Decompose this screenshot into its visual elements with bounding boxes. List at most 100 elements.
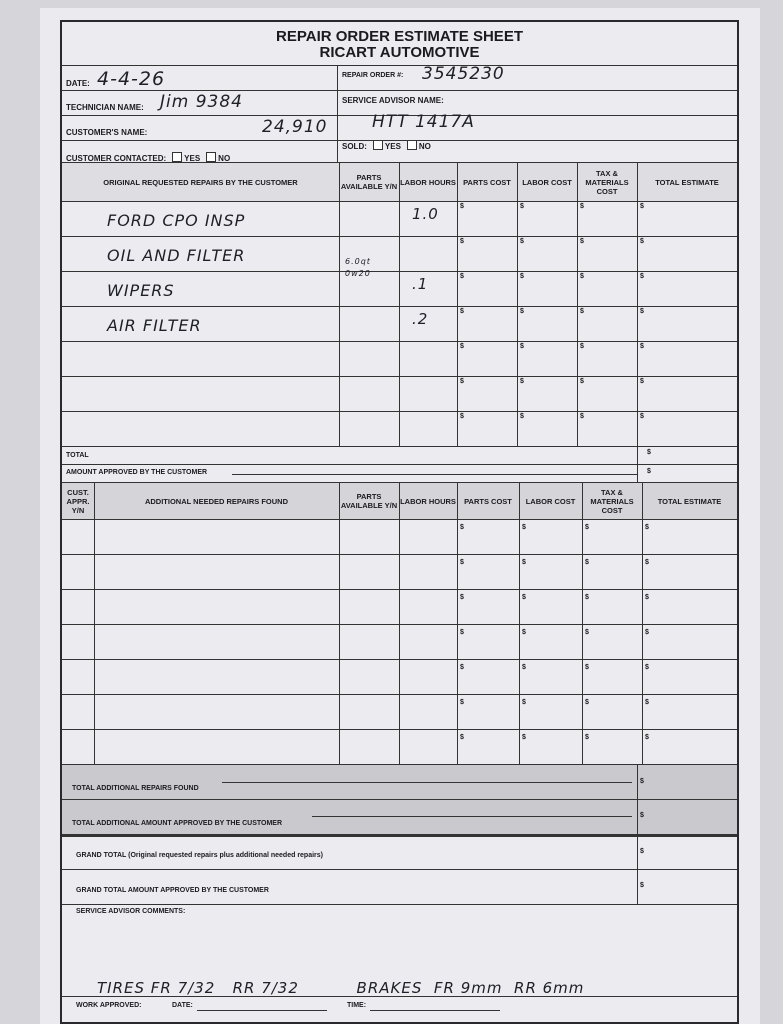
- original-header-4: LABOR COST: [522, 177, 572, 187]
- currency-sign: $: [645, 559, 649, 566]
- currency-sign: $: [522, 664, 526, 671]
- currency-sign: $: [460, 308, 464, 315]
- technician-value[interactable]: Jim 9384: [160, 92, 243, 112]
- work-approved-time-label: TIME:: [347, 1002, 367, 1009]
- work-approved-date-field[interactable]: [197, 1010, 327, 1011]
- currency-sign: $: [522, 524, 526, 531]
- work-approved-date-label: DATE:: [172, 1002, 193, 1009]
- date-label: DATE:: [66, 79, 90, 88]
- additional-header-1: ADDITIONAL NEEDED REPAIRS FOUND: [144, 496, 289, 506]
- currency-sign: $: [520, 308, 524, 315]
- currency-sign: $: [645, 664, 649, 671]
- additional-header-5: LABOR COST: [525, 496, 576, 506]
- currency-sign: $: [520, 413, 524, 420]
- company-name: RICART AUTOMOTIVE: [319, 44, 480, 61]
- original-labor-hours[interactable]: .2: [412, 310, 429, 328]
- total-label: TOTAL: [66, 452, 89, 459]
- currency-sign: $: [520, 343, 524, 350]
- original-labor-hours[interactable]: .1: [412, 275, 429, 293]
- original-header-3: PARTS COST: [463, 177, 511, 187]
- technician-label: TECHNICIAN NAME:: [66, 103, 144, 112]
- original-header-0: ORIGINAL REQUESTED REPAIRS BY THE CUSTOM…: [103, 177, 298, 187]
- sold-yes-checkbox[interactable]: [372, 140, 383, 150]
- currency-sign: $: [585, 699, 589, 706]
- arrow-line: [232, 474, 637, 475]
- service-advisor-label: SERVICE ADVISOR NAME:: [342, 96, 444, 105]
- work-approved-time-field[interactable]: [370, 1010, 500, 1011]
- additional-header-2: PARTS AVAILABLE Y/N: [340, 492, 398, 510]
- currency-sign: $: [645, 699, 649, 706]
- original-repair-description[interactable]: AIR FILTER: [107, 316, 202, 335]
- currency-sign: $: [460, 594, 464, 601]
- currency-sign: $: [460, 238, 464, 245]
- currency-sign: $: [522, 699, 526, 706]
- repair-order-form: REPAIR ORDER ESTIMATE SHEET RICART AUTOM…: [60, 20, 739, 1024]
- work-approved-label: WORK APPROVED:: [76, 1002, 142, 1009]
- currency-sign: $: [645, 594, 649, 601]
- additional-row: [62, 764, 737, 765]
- currency-sign: $: [645, 524, 649, 531]
- currency-sign: $: [460, 629, 464, 636]
- currency-sign: $: [580, 378, 584, 385]
- currency-sign: $: [645, 734, 649, 741]
- sold-no-checkbox[interactable]: [406, 140, 417, 150]
- currency-sign: $: [640, 848, 644, 855]
- original-repair-description[interactable]: OIL AND FILTER: [107, 246, 246, 265]
- amount-approved-label: AMOUNT APPROVED BY THE CUSTOMER: [66, 469, 208, 476]
- original-labor-hours[interactable]: 1.0: [412, 205, 439, 223]
- currency-sign: $: [460, 524, 464, 531]
- original-repair-description[interactable]: WIPERS: [107, 281, 175, 300]
- currency-sign: $: [520, 203, 524, 210]
- currency-sign: $: [640, 343, 644, 350]
- currency-sign: $: [580, 203, 584, 210]
- contacted-no-checkbox[interactable]: [206, 152, 217, 162]
- currency-sign: $: [580, 413, 584, 420]
- currency-sign: $: [640, 203, 644, 210]
- currency-sign: $: [580, 273, 584, 280]
- original-parts-available[interactable]: 6.0qt 0w20: [345, 257, 371, 278]
- yes-label: YES: [384, 142, 401, 151]
- additional-header-7: TOTAL ESTIMATE: [657, 496, 722, 506]
- currency-sign: $: [585, 664, 589, 671]
- currency-sign: $: [460, 203, 464, 210]
- currency-sign: $: [522, 734, 526, 741]
- currency-sign: $: [522, 559, 526, 566]
- sold: SOLD: YES NO: [342, 140, 431, 151]
- repair-order-value[interactable]: 3545230: [422, 64, 505, 84]
- currency-sign: $: [460, 413, 464, 420]
- additional-header-0: CUST. APPR. Y/N: [66, 487, 90, 515]
- currency-sign: $: [585, 734, 589, 741]
- date-value[interactable]: 4-4-26: [97, 68, 166, 90]
- comments-text[interactable]: TIRES FR 7/32 RR 7/32 BRAKES FR 9mm RR 6…: [97, 979, 585, 997]
- currency-sign: $: [580, 343, 584, 350]
- currency-sign: $: [460, 273, 464, 280]
- currency-sign: $: [640, 778, 644, 785]
- currency-sign: $: [585, 559, 589, 566]
- contacted-yes-checkbox[interactable]: [172, 152, 183, 162]
- original-row-line: [62, 446, 737, 447]
- currency-sign: $: [580, 308, 584, 315]
- currency-sign: $: [640, 273, 644, 280]
- currency-sign: $: [460, 699, 464, 706]
- customer-name-value[interactable]: 24,910: [262, 117, 328, 137]
- original-repair-description[interactable]: FORD CPO INSP: [107, 211, 246, 230]
- currency-sign: $: [460, 343, 464, 350]
- original-header-1: PARTS AVAILABLE Y/N: [340, 173, 398, 191]
- currency-sign: $: [460, 378, 464, 385]
- currency-sign: $: [520, 238, 524, 245]
- currency-sign: $: [585, 524, 589, 531]
- sold-label: SOLD:: [342, 142, 367, 151]
- service-advisor-value[interactable]: HTT 1417A: [372, 112, 475, 132]
- original-header-6: TOTAL ESTIMATE: [655, 177, 719, 187]
- currency-sign: $: [640, 238, 644, 245]
- currency-sign: $: [647, 468, 651, 475]
- customer-contacted: CUSTOMER CONTACTED: YES NO: [66, 152, 230, 163]
- additional-header-6: TAX & MATERIALS COST: [590, 487, 634, 515]
- original-header-2: LABOR HOURS: [400, 177, 456, 187]
- currency-sign: $: [520, 273, 524, 280]
- customer-contacted-label: CUSTOMER CONTACTED:: [66, 154, 167, 163]
- currency-sign: $: [585, 594, 589, 601]
- currency-sign: $: [640, 812, 644, 819]
- currency-sign: $: [460, 664, 464, 671]
- currency-sign: $: [585, 629, 589, 636]
